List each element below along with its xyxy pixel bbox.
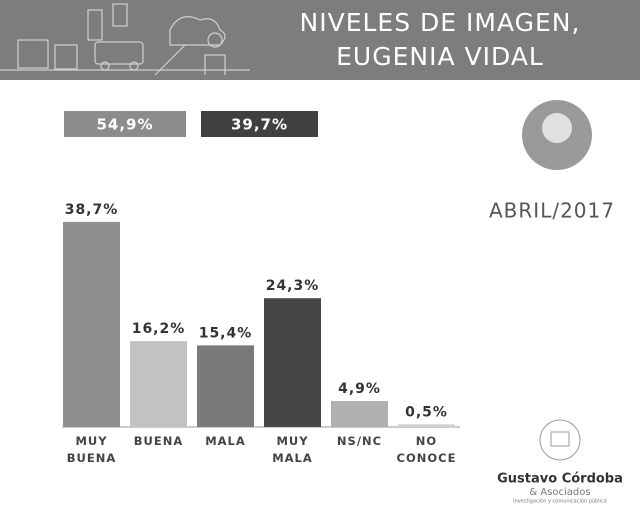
summary-box — [201, 111, 318, 137]
portrait-face — [542, 113, 572, 143]
x-tick-label: NS/NC — [337, 434, 382, 448]
logo-mark — [539, 419, 581, 461]
logo-sub: & Asociados — [529, 487, 590, 498]
summary-label: 39,7% — [231, 116, 288, 134]
bar — [130, 341, 187, 427]
chart-title: EUGENIA VIDAL — [336, 42, 544, 71]
header-band — [0, 0, 640, 80]
x-tick-label: MUY MALA — [272, 434, 313, 465]
bar — [331, 401, 388, 427]
value-label: 38,7% — [65, 202, 119, 218]
date: ABRIL/2017 — [489, 199, 615, 223]
bar — [197, 345, 254, 427]
summary-label: 54,9% — [96, 116, 153, 134]
logo: Gustavo Córdoba & Asociados Investigació… — [497, 419, 623, 505]
logo-tagline: Investigación y comunicación pública — [513, 498, 607, 505]
logo-name: Gustavo Córdoba — [497, 472, 623, 487]
value-label: 0,5% — [405, 404, 448, 420]
chart-title: NIVELES DE IMAGEN, — [300, 8, 581, 37]
x-tick-label: MUY BUENA — [67, 434, 116, 465]
value-label: 16,2% — [132, 321, 186, 337]
summary-box — [64, 111, 186, 137]
x-tick-label: MALA — [205, 434, 246, 448]
value-label: 24,3% — [266, 278, 320, 294]
x-tick-label: NO CONOCE — [397, 434, 457, 465]
x-tick-label: BUENA — [134, 434, 183, 448]
logo-icon — [550, 431, 570, 447]
bar — [398, 424, 455, 427]
value-label: 4,9% — [338, 381, 381, 397]
bar — [264, 298, 321, 427]
bar — [63, 221, 120, 427]
value-label: 15,4% — [199, 325, 253, 341]
header-illustration — [0, 3, 250, 76]
